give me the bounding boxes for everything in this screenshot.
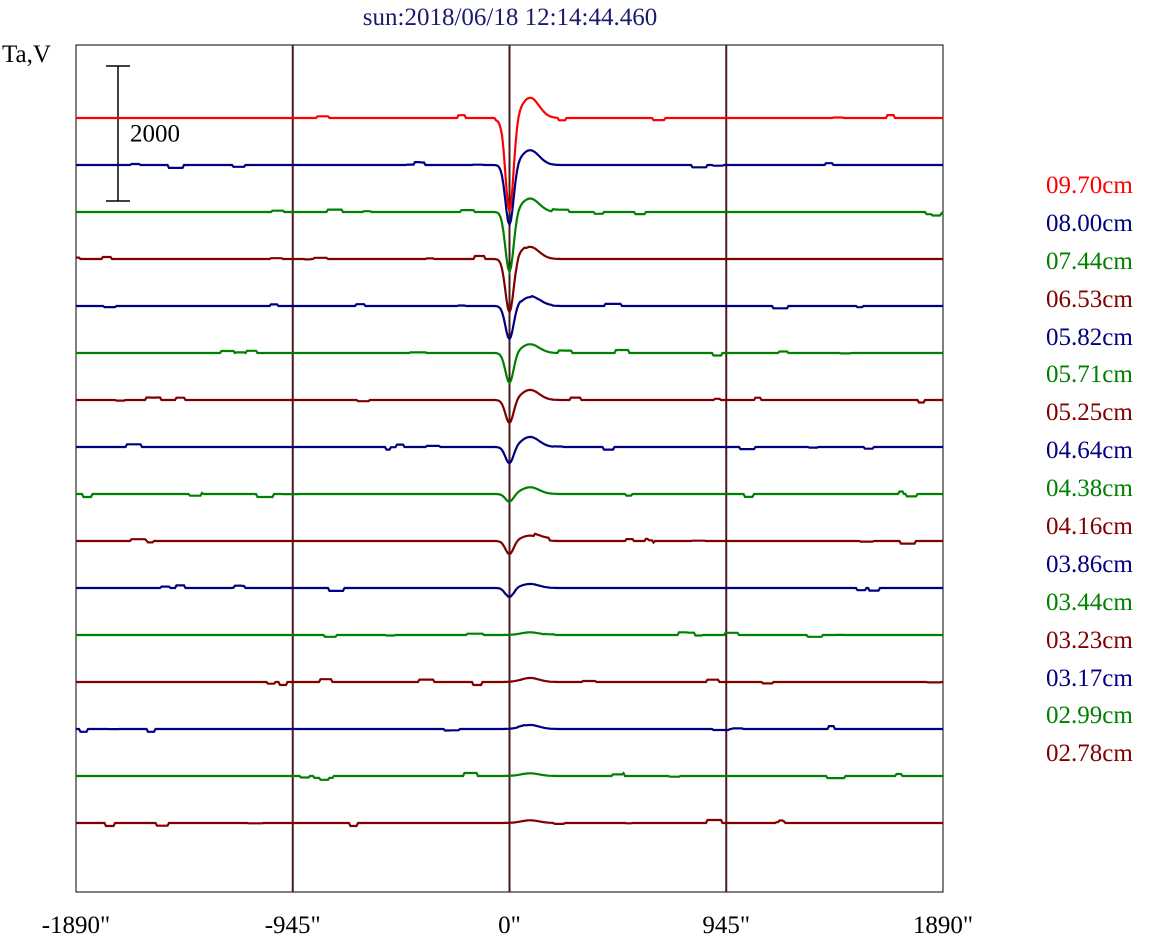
legend-entry: 03.17cm <box>1046 664 1133 692</box>
legend-entry: 05.82cm <box>1046 323 1133 351</box>
series-line-06.53cm <box>76 245 943 316</box>
series-line-02.99cm <box>76 771 943 781</box>
series-line-05.71cm <box>76 343 943 385</box>
legend: 09.70cm 08.00cm 07.44cm 06.53cm 05.82cm 05.71… <box>1046 170 1133 776</box>
x-tick-label: 0" <box>498 912 521 939</box>
x-tick-label: -945" <box>265 912 321 939</box>
legend-entry: 08.00cm <box>1046 209 1133 237</box>
chart-title: sun:2018/06/18 12:14:44.460 <box>362 4 658 31</box>
legend-entry: 03.44cm <box>1046 588 1133 616</box>
series-line-03.23cm <box>76 676 943 687</box>
legend-entry: 03.86cm <box>1046 550 1133 578</box>
x-tick-label: -1890" <box>42 912 111 939</box>
series-line-04.16cm <box>76 532 943 556</box>
series-line-02.78cm <box>76 818 943 828</box>
y-axis-label: Ta,V <box>2 41 51 68</box>
legend-entry: 02.99cm <box>1046 702 1133 730</box>
legend-entry: 02.78cm <box>1046 740 1133 768</box>
legend-entry: 06.53cm <box>1046 285 1133 313</box>
x-tick-label: 945" <box>702 912 750 939</box>
series-line-09.70cm <box>76 96 943 212</box>
legend-entry: 04.64cm <box>1046 437 1133 465</box>
series-line-08.00cm <box>76 149 943 228</box>
series-line-07.44cm <box>76 197 944 275</box>
series-line-04.64cm <box>76 435 943 465</box>
legend-entry: 05.25cm <box>1046 399 1133 427</box>
series-line-05.82cm <box>76 294 943 342</box>
legend-entry: 09.70cm <box>1046 172 1133 199</box>
series-line-03.44cm <box>76 631 943 638</box>
legend-entry: 07.44cm <box>1046 247 1133 275</box>
series-line-05.25cm <box>76 388 943 425</box>
scale-bar-label: 2000 <box>130 121 180 148</box>
series-line-03.17cm <box>76 723 943 733</box>
series-line-04.38cm <box>76 486 943 503</box>
legend-entry: 03.23cm <box>1046 626 1133 654</box>
series-line-03.86cm <box>76 582 943 599</box>
legend-entry: 04.16cm <box>1046 513 1133 541</box>
legend-entry: 04.38cm <box>1046 475 1133 503</box>
x-tick-label: 1890" <box>913 912 973 939</box>
legend-entry: 05.71cm <box>1046 361 1133 389</box>
